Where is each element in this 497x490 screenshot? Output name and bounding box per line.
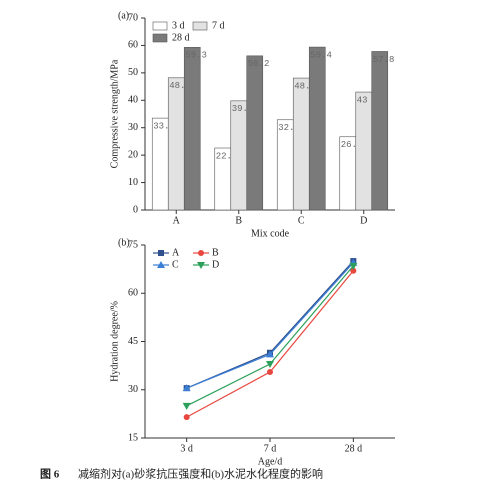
legend-label: A bbox=[172, 247, 180, 258]
value-label: 33.5 bbox=[153, 121, 175, 131]
y-tick-label: 20 bbox=[128, 149, 138, 160]
bar bbox=[308, 46, 326, 211]
legend-label: B bbox=[212, 247, 219, 258]
legend-label: 28 d bbox=[172, 32, 190, 43]
value-label: 22.6 bbox=[216, 151, 238, 161]
legend-label: C bbox=[172, 259, 179, 270]
legend-marker bbox=[198, 250, 204, 256]
value-label: 39.8 bbox=[232, 104, 254, 114]
bar bbox=[246, 55, 264, 211]
panel-label: (b) bbox=[118, 237, 130, 248]
y-tick-label: 40 bbox=[128, 95, 138, 106]
y-tick-label: 70 bbox=[128, 12, 138, 23]
y-tick-label: 45 bbox=[128, 336, 138, 347]
legend-label: 3 d bbox=[172, 20, 185, 31]
marker bbox=[266, 350, 274, 358]
marker bbox=[266, 361, 274, 369]
value-label: 48.1 bbox=[294, 81, 316, 91]
bar bbox=[292, 77, 310, 211]
marker bbox=[182, 384, 191, 392]
value-label: 57.8 bbox=[373, 55, 395, 65]
x-axis-label: Mix code bbox=[251, 228, 290, 239]
x-tick-label: 28 d bbox=[345, 443, 363, 454]
x-tick-label: A bbox=[173, 215, 181, 226]
x-tick-label: 3 d bbox=[180, 443, 193, 454]
caption-text: 减缩剂对(a)砂浆抗压强度和(b)水泥水化程度的影响 bbox=[78, 467, 323, 481]
y-tick-label: 30 bbox=[128, 122, 138, 133]
value-label: 32.9 bbox=[278, 123, 300, 133]
series-line bbox=[186, 270, 354, 418]
legend-swatch bbox=[152, 33, 168, 43]
legend-swatch bbox=[152, 21, 168, 31]
panel-label: (a) bbox=[118, 10, 129, 21]
value-label: 59.4 bbox=[310, 50, 332, 60]
legend-marker bbox=[157, 261, 165, 268]
bar bbox=[355, 91, 373, 211]
bar bbox=[167, 77, 185, 211]
legend-marker bbox=[158, 250, 164, 256]
x-tick-label: 7 d bbox=[264, 443, 277, 454]
x-tick-label: B bbox=[235, 215, 242, 226]
marker bbox=[182, 402, 191, 410]
y-axis-label: Compressive strength/MPa bbox=[109, 59, 120, 168]
y-tick-label: 10 bbox=[128, 177, 138, 188]
y-axis-label: Hydration degree/% bbox=[109, 301, 120, 382]
y-tick-label: 50 bbox=[128, 67, 138, 78]
bar bbox=[230, 100, 248, 211]
marker bbox=[267, 369, 273, 376]
bar bbox=[276, 119, 294, 211]
value-label: 48.2 bbox=[169, 81, 191, 91]
legend-label: D bbox=[212, 259, 219, 270]
marker bbox=[350, 267, 357, 274]
bar bbox=[183, 47, 201, 211]
x-tick-label: C bbox=[298, 215, 305, 226]
caption-label: 图 6 bbox=[40, 468, 60, 481]
legend-marker bbox=[197, 262, 205, 269]
marker bbox=[183, 414, 190, 421]
x-tick-label: D bbox=[360, 215, 367, 226]
y-tick-label: 15 bbox=[128, 432, 138, 443]
y-tick-label: 30 bbox=[128, 384, 138, 395]
y-tick-label: 0 bbox=[133, 204, 138, 215]
bar bbox=[371, 51, 389, 211]
bar bbox=[151, 117, 169, 211]
x-axis-label: Age/d bbox=[258, 456, 282, 467]
y-tick-label: 60 bbox=[128, 40, 138, 51]
marker bbox=[349, 262, 358, 270]
value-label: 56.2 bbox=[248, 59, 270, 69]
legend-swatch bbox=[192, 21, 208, 31]
y-tick-label: 75 bbox=[128, 239, 138, 250]
legend-label: 7 d bbox=[212, 20, 225, 31]
y-tick-label: 60 bbox=[128, 288, 138, 299]
value-label: 59.3 bbox=[185, 51, 207, 61]
series-line bbox=[186, 265, 354, 407]
value-label: 43 bbox=[357, 95, 368, 105]
value-label: 26.7 bbox=[341, 140, 363, 150]
